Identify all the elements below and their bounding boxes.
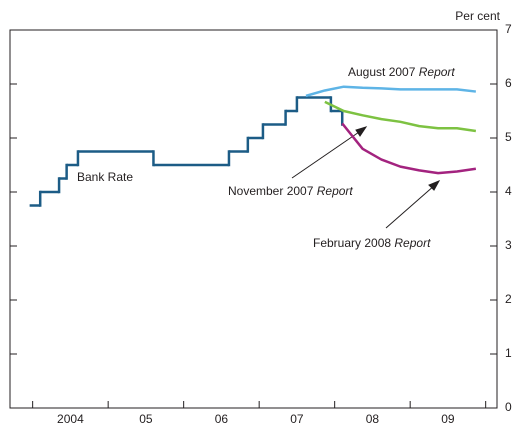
annotation: August 2007 Report [348, 65, 455, 79]
y-tick-label: 7 [505, 22, 512, 36]
arrowhead [355, 126, 368, 137]
y-tick-label: 3 [505, 238, 512, 252]
y-axis-label: Per cent [455, 9, 500, 23]
annotation-italic: Report [317, 184, 354, 198]
arrow [291, 129, 363, 179]
annotation: Bank Rate [77, 170, 133, 184]
annotation: February 2008 Report [313, 236, 431, 250]
annotation-text: February 2008 [313, 236, 391, 250]
annotation-text: August 2007 [348, 65, 416, 79]
annotation-italic: Report [394, 236, 431, 250]
arrow [385, 184, 436, 229]
y-tick-label: 6 [505, 76, 512, 90]
y-tick-label: 2 [505, 292, 512, 306]
annotation-italic: Report [419, 65, 456, 79]
y-tick-label: 4 [505, 184, 512, 198]
y-tick-label: 5 [505, 130, 512, 144]
x-tick-label: 09 [441, 412, 455, 426]
annotation-text: November 2007 [228, 184, 314, 198]
x-tick-label: 08 [366, 412, 380, 426]
plot-frame [9, 29, 498, 409]
annotation: November 2007 Report [228, 184, 353, 198]
x-tick-label: 07 [290, 412, 304, 426]
x-tick-label: 06 [215, 412, 229, 426]
arrows [291, 126, 441, 229]
forecast-line [305, 85, 477, 98]
forecast-line [341, 122, 477, 175]
y-tick-label: 0 [505, 400, 512, 414]
arrowhead [428, 180, 441, 191]
x-tick-label: 05 [139, 412, 153, 426]
y-tick-label: 1 [505, 346, 512, 360]
x-tick-label: 2004 [57, 412, 84, 426]
forecast-line [324, 100, 477, 133]
